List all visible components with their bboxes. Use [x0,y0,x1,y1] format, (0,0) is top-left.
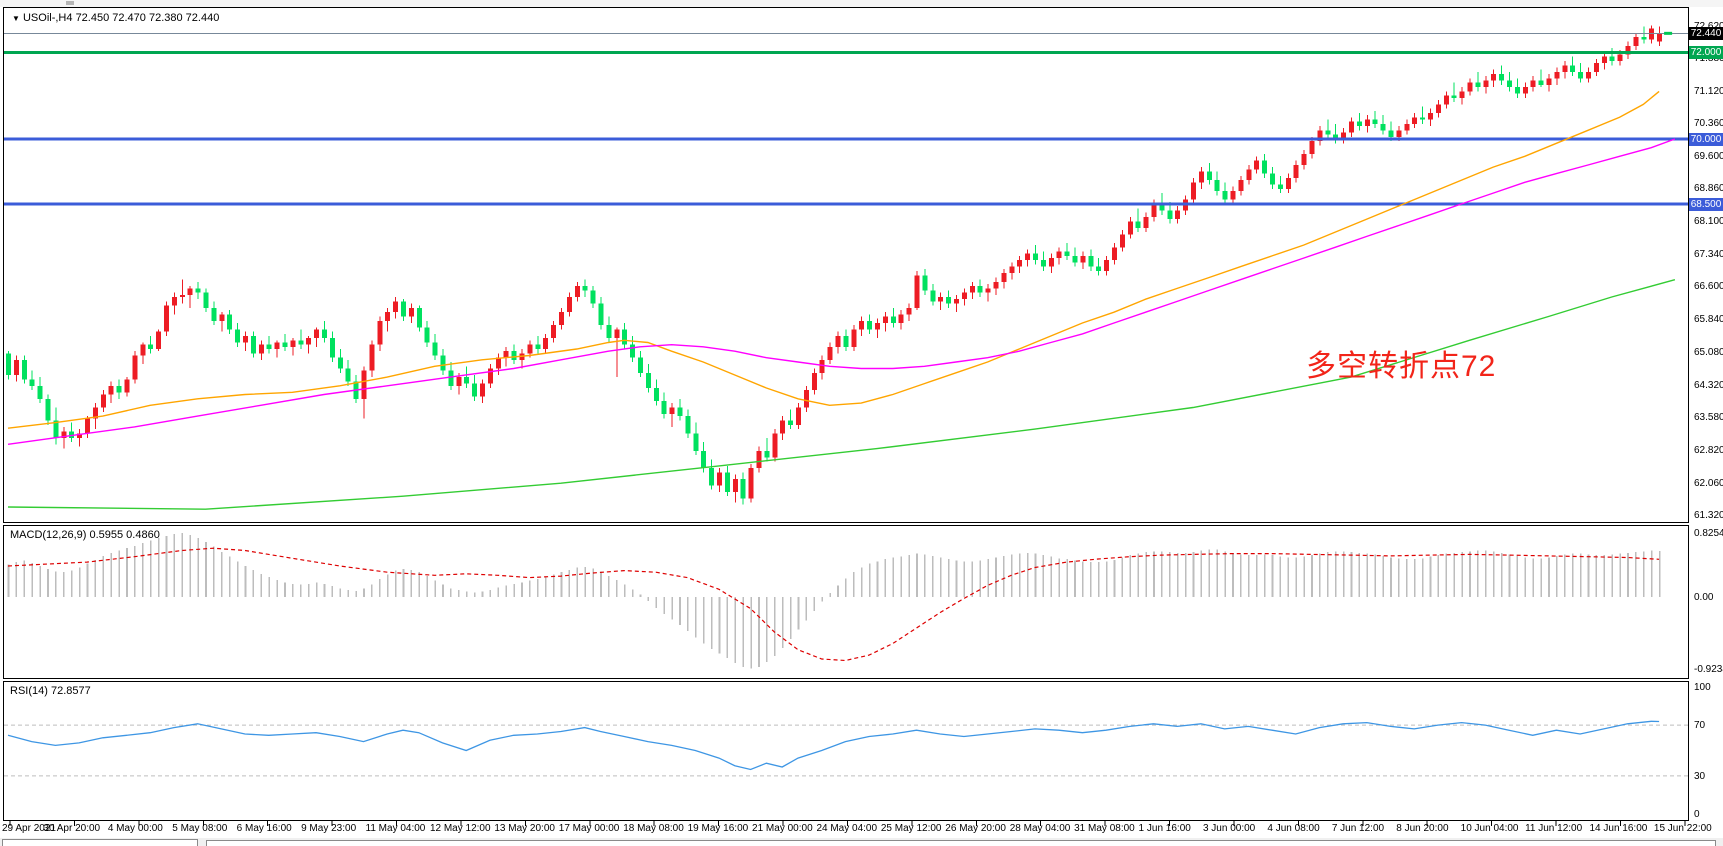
current-price-badge: 72.440 [1689,27,1723,41]
macd-signal-line [7,547,1660,662]
rsi-tick-label: 0 [1694,809,1700,820]
time-tick-label[interactable]: 18 May 08:00 [623,823,684,834]
time-tick-label[interactable]: 11 May 04:00 [365,823,426,834]
price-tick-label: 63.580 [1694,411,1723,423]
ma-mid-line [7,138,1676,445]
ma-fast-line [7,90,1660,429]
window-top-strip [0,0,1723,7]
symbol-ohlc-values: 72.450 72.470 72.380 72.440 [75,12,220,24]
time-tick-label[interactable]: 25 May 12:00 [880,823,942,834]
price-tick-label: 61.320 [1694,509,1723,521]
price-tick-label: 68.860 [1694,183,1723,195]
time-tick-label[interactable]: 14 Jun 16:00 [1589,823,1648,834]
time-tick-label[interactable]: 26 May 20:00 [945,823,1006,834]
time-tick-label[interactable]: 24 May 04:00 [816,823,878,834]
time-tick-label[interactable]: 9 May 23:00 [301,823,357,834]
rsi-tick-label: 100 [1694,682,1711,693]
rsi-tick-label: 30 [1694,770,1706,782]
tab-bar-track [206,840,1716,846]
price-tick-label: 70.360 [1694,118,1723,130]
macd-tick-label: 0.8254 [1694,528,1723,540]
price-tick-label: 62.820 [1694,444,1723,456]
price-tick-label: 67.340 [1694,249,1723,261]
candlesticks[interactable] [6,25,1663,505]
macd-tick-label: -0.9234 [1694,663,1723,675]
ma-slow-line [7,279,1676,510]
time-tick-label[interactable]: 21 May 00:00 [752,823,813,834]
price-tick-label: 66.600 [1694,281,1723,293]
macd-histogram [7,533,1661,669]
time-tick-label[interactable]: 15 Jun 22:00 [1653,823,1712,834]
splitter-notch[interactable] [66,1,74,5]
macd-tick-label: 0.00 [1694,592,1714,603]
time-tick-label[interactable]: 29 Apr 2021 [2,823,56,834]
time-tick-label[interactable]: 4 Jun 08:00 [1267,823,1320,834]
rsi-tick-label: 70 [1694,720,1706,732]
bottom-tab-strip [0,838,1723,846]
price-tick-label: 71.120 [1694,85,1723,97]
rsi-panel[interactable] [3,681,1689,821]
time-tick-label[interactable]: 31 May 08:00 [1074,823,1135,834]
time-tick-label[interactable]: 19 May 16:00 [687,823,749,834]
time-tick-label[interactable]: 11 Jun 12:00 [1525,823,1583,834]
level-price-badge: 68.500 [1689,197,1723,211]
chart-annotation-text[interactable]: 多空转折点72 [1306,350,1497,383]
time-tick-label[interactable]: 10 Jun 04:00 [1460,823,1519,834]
chart-tab[interactable] [2,839,198,846]
time-tick-label[interactable]: 5 May 08:00 [172,823,228,834]
time-tick-label[interactable]: 1 Jun 16:00 [1138,823,1191,834]
time-tick-label[interactable]: 12 May 12:00 [429,823,491,834]
price-tick-label: 65.080 [1694,347,1723,359]
price-tick-label: 65.840 [1694,314,1723,326]
level-price-badge: 72.000 [1689,46,1723,60]
time-tick-label[interactable]: 13 May 20:00 [494,823,555,834]
price-tick-label: 72.620 [1694,20,1723,32]
price-tick-label: 64.320 [1694,379,1723,391]
time-axis-ticks [9,821,1686,826]
level-price-badge: 70.000 [1689,133,1723,146]
price-tick-label: 62.060 [1694,477,1723,489]
horizontal-lines[interactable] [4,32,1688,206]
time-tick-label[interactable]: 30 Apr 20:00 [43,823,101,834]
symbol-ohlc-line: ▼ USOil-,H4 72.450 72.470 72.380 72.440 [12,12,219,24]
time-tick-label[interactable]: 17 May 00:00 [558,823,620,834]
symbol-dropdown-icon[interactable]: ▼ [12,14,20,23]
time-tick-label[interactable]: 28 May 04:00 [1009,823,1071,834]
time-tick-label[interactable]: 8 Jun 20:00 [1396,823,1449,834]
time-tick-label[interactable]: 6 May 16:00 [236,823,292,834]
time-tick-label[interactable]: 3 Jun 00:00 [1202,823,1256,834]
time-tick-label[interactable]: 7 Jun 12:00 [1331,823,1385,834]
price-tick-label: 69.600 [1694,151,1723,163]
macd-panel[interactable] [3,525,1689,679]
rsi-line [7,720,1660,771]
rsi-indicator-label: RSI(14) 72.8577 [10,685,91,697]
symbol-name: USOil-,H4 [22,12,73,24]
price-tick-label: 68.100 [1694,216,1723,228]
last-price-marker [1664,31,1673,35]
time-tick-label[interactable]: 4 May 00:00 [107,823,163,834]
macd-indicator-label: MACD(12,26,9) 0.5955 0.4860 [10,529,160,541]
price-chart-panel[interactable] [3,7,1689,523]
